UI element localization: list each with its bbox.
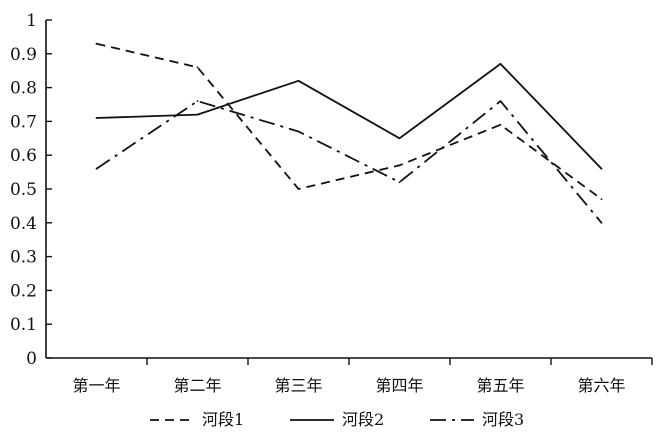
y-tick-label: 0.7	[10, 112, 37, 132]
data-point	[499, 100, 502, 103]
data-point	[398, 181, 401, 184]
y-tick-label: 1	[26, 11, 37, 31]
data-point	[398, 164, 401, 167]
data-point	[297, 188, 300, 190]
legend: 河段1 河段2 河段3	[150, 410, 524, 429]
data-point	[600, 198, 603, 201]
y-tick-label: 0.4	[10, 214, 37, 234]
x-tick-label: 第一年	[72, 376, 120, 395]
series-line-1	[96, 42, 603, 200]
y-tick-label: 0.1	[10, 315, 37, 335]
series-line-2	[96, 63, 603, 170]
x-tick-label: 第三年	[274, 376, 322, 395]
data-point	[196, 100, 199, 103]
y-ticks: 0 0.1 0.2 0.3 0.4 0.5 0.6 0.7 0.8 0.9 1	[10, 11, 52, 369]
legend-label-1: 河段1	[202, 410, 244, 429]
x-tick-label: 第四年	[375, 376, 423, 395]
y-tick-label: 0	[26, 349, 37, 369]
x-tick-label: 第五年	[476, 376, 524, 395]
x-tick-label: 第二年	[173, 376, 221, 395]
legend-label-3: 河段3	[482, 410, 524, 429]
data-point	[196, 66, 199, 69]
data-point	[398, 137, 401, 140]
data-point	[95, 167, 98, 170]
data-point	[95, 117, 98, 119]
y-tick-label: 0.5	[10, 180, 37, 200]
series-lines	[95, 42, 603, 224]
x-tick-label: 第六年	[577, 376, 625, 395]
data-point	[600, 167, 603, 170]
data-point	[499, 123, 502, 126]
data-point	[600, 221, 603, 224]
y-tick-label: 0.6	[10, 146, 37, 166]
data-point	[499, 63, 502, 65]
y-tick-label: 0.8	[10, 79, 37, 99]
y-tick-label: 0.3	[10, 248, 37, 268]
data-point	[297, 79, 300, 82]
data-point	[95, 42, 98, 45]
data-point	[196, 113, 199, 116]
y-tick-label: 0.9	[10, 45, 37, 65]
y-tick-label: 0.2	[10, 281, 37, 301]
legend-label-2: 河段2	[342, 410, 384, 429]
series-line-3	[95, 100, 603, 224]
data-point	[297, 130, 300, 133]
axes	[45, 20, 652, 359]
x-ticks: 第一年 第二年 第三年 第四年 第五年 第六年	[72, 358, 653, 395]
